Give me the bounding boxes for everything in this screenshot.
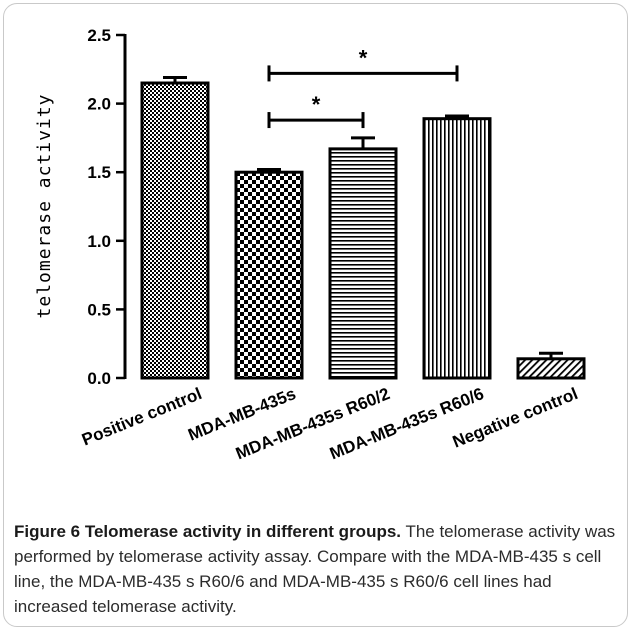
bars [140, 76, 586, 380]
bar-group [140, 76, 210, 380]
y-tick-label: 2.0 [87, 95, 111, 114]
significance-markers: ** [267, 45, 459, 129]
caption-label: Figure 6 [14, 522, 81, 541]
significance-star: * [359, 45, 368, 70]
bar [422, 117, 492, 380]
caption-text: The telomerase activity was performed by… [14, 522, 616, 616]
bar [234, 170, 304, 380]
y-tick-label: 1.0 [87, 232, 111, 251]
bar [328, 147, 398, 380]
y-tick-label: 0.0 [87, 369, 111, 388]
y-axis-label: telomerase activity [34, 94, 55, 319]
bar-group [234, 167, 304, 380]
bar [140, 81, 210, 380]
y-axis: 0.0 0.5 1.0 1.5 2.0 2.5 [87, 26, 127, 388]
y-tick-label: 2.5 [87, 26, 111, 45]
category-label: MDA-MB-435s R60/2 [233, 384, 393, 463]
caption-title: Telomerase activity in different groups. [84, 522, 402, 541]
bar-group [516, 351, 586, 380]
y-tick-label: 0.5 [87, 300, 111, 319]
category-label: Positive control [79, 384, 204, 449]
significance-bracket: * [267, 92, 365, 129]
figure-frame [3, 3, 628, 627]
bar-group [328, 136, 398, 380]
category-label: MDA-MB-435s R60/6 [327, 384, 487, 463]
bar [516, 357, 586, 380]
y-tick-label: 1.5 [87, 163, 111, 182]
significance-bracket: * [267, 45, 459, 82]
bar-group [422, 114, 492, 380]
bar-chart: telomerase activity 0.0 0.5 1.0 1.5 2.0 2.5 *… [34, 26, 586, 463]
significance-star: * [312, 92, 321, 117]
figure-caption: Figure 6 Telomerase activity in differen… [14, 519, 620, 619]
